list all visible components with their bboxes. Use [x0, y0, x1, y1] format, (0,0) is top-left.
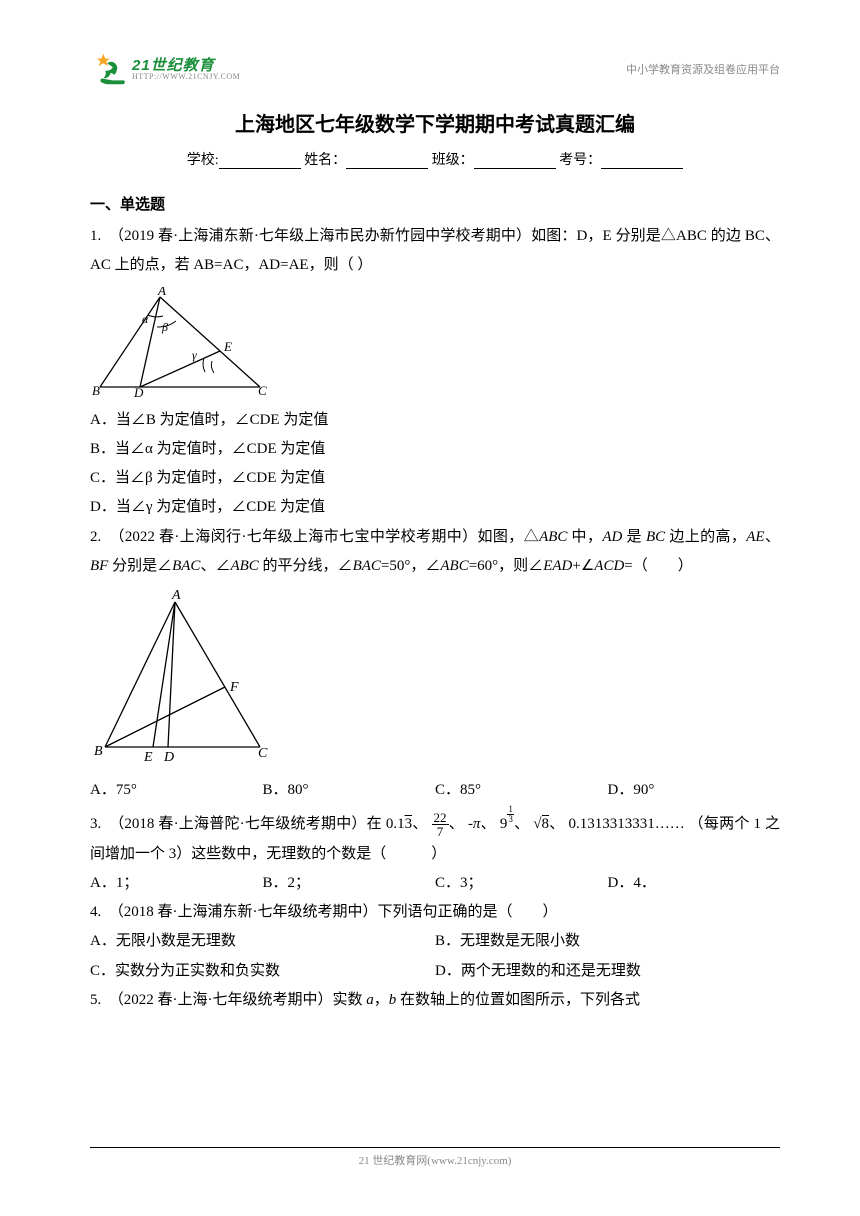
q1-optD: D．当∠γ 为定值时，∠CDE 为定值	[90, 493, 780, 522]
svg-text:α: α	[142, 312, 149, 326]
logo-sub-text: HTTP://WWW.21CNJY.COM	[132, 73, 240, 81]
q4-optC: C．实数分为正实数和负实数	[90, 957, 435, 986]
q1-diagram: A B C D E α β γ	[90, 287, 780, 402]
svg-text:D: D	[133, 385, 144, 397]
svg-text:E: E	[223, 339, 232, 354]
q4-optD: D．两个无理数的和还是无理数	[435, 957, 780, 986]
q4-text: 4. （2018 春·上海浦东新·七年级统考期中）下列语句正确的是（ ）	[90, 898, 780, 927]
q2-optC: C．85°	[435, 776, 608, 805]
svg-text:A: A	[171, 588, 181, 603]
q1-optB: B．当∠α 为定值时，∠CDE 为定值	[90, 435, 780, 464]
q3-frac: 227	[432, 811, 449, 838]
q2-optD: D．90°	[608, 776, 781, 805]
page-footer: 21 世纪教育网(www.21cnjy.com)	[90, 1147, 780, 1168]
blank-school	[219, 153, 301, 169]
q1-text: 1. （2019 春·上海浦东新·七年级上海市民办新竹园中学校考期中）如图：D，…	[90, 222, 780, 281]
q1-optA: A．当∠B 为定值时，∠CDE 为定值	[90, 406, 780, 435]
q2-options: A．75° B．80° C．85° D．90°	[90, 776, 780, 805]
q2-optA: A．75°	[90, 776, 263, 805]
q1-optC: C．当∠β 为定值时，∠CDE 为定值	[90, 464, 780, 493]
q3-options: A．1； B．2； C．3； D．4．	[90, 869, 780, 898]
svg-text:C: C	[258, 746, 268, 761]
label-class: 班级：	[432, 153, 474, 168]
q5-text: 5. （2022 春·上海·七年级统考期中）实数 a，b 在数轴上的位置如图所示…	[90, 986, 780, 1015]
label-name: 姓名：	[304, 153, 346, 168]
svg-text:D: D	[163, 750, 174, 765]
q3-optC: C．3；	[435, 869, 608, 898]
svg-text:F: F	[229, 680, 239, 695]
q2-text: 2. （2022 春·上海闵行·七年级上海市七宝中学校考期中）如图，△ABC 中…	[90, 523, 780, 582]
q3-n3: -π	[468, 816, 481, 832]
svg-text:B: B	[94, 744, 103, 759]
student-info-line: 学校: 姓名： 班级： 考号：	[90, 149, 780, 169]
svg-text:C: C	[258, 383, 267, 397]
svg-text:γ: γ	[192, 348, 197, 362]
q4-optB: B．无理数是无限小数	[435, 927, 780, 956]
q3-sqrt: √8	[533, 815, 549, 832]
svg-text:A: A	[157, 287, 166, 298]
logo-icon	[90, 50, 128, 88]
blank-name	[346, 153, 428, 169]
logo-main-text: 21世纪教育	[132, 58, 240, 73]
q2-optB: B．80°	[263, 776, 436, 805]
svg-text:β: β	[161, 320, 168, 334]
section-heading: 一、单选题	[90, 193, 780, 214]
header-right-text: 中小学教育资源及组卷应用平台	[626, 61, 780, 77]
label-school: 学校:	[187, 153, 219, 168]
q3-optA: A．1；	[90, 869, 263, 898]
q4-optA: A．无限小数是无理数	[90, 927, 435, 956]
q3-n6: 0.1313313331……	[568, 816, 684, 832]
svg-text:E: E	[143, 750, 153, 765]
q2-diagram: A B C E D F	[90, 587, 780, 772]
q3-pow: 913	[500, 816, 514, 832]
blank-examno	[601, 153, 683, 169]
q3-optB: B．2；	[263, 869, 436, 898]
q4-options: A．无限小数是无理数 B．无理数是无限小数 C．实数分为正实数和负实数 D．两个…	[90, 927, 780, 986]
q3-text: 3. （2018 春·上海普陀·七年级统考期中）在 0.13、 227、 -π、…	[90, 805, 780, 869]
label-examno: 考号：	[559, 153, 601, 168]
blank-class	[474, 153, 556, 169]
svg-text:B: B	[92, 383, 100, 397]
q3-n1: 0.13	[386, 816, 412, 832]
logo-text: 21世纪教育 HTTP://WWW.21CNJY.COM	[132, 58, 240, 81]
page-header: 21世纪教育 HTTP://WWW.21CNJY.COM 中小学教育资源及组卷应…	[90, 50, 780, 88]
logo-block: 21世纪教育 HTTP://WWW.21CNJY.COM	[90, 50, 240, 88]
q3-optD: D．4．	[608, 869, 781, 898]
page-title: 上海地区七年级数学下学期期中考试真题汇编	[90, 108, 780, 137]
